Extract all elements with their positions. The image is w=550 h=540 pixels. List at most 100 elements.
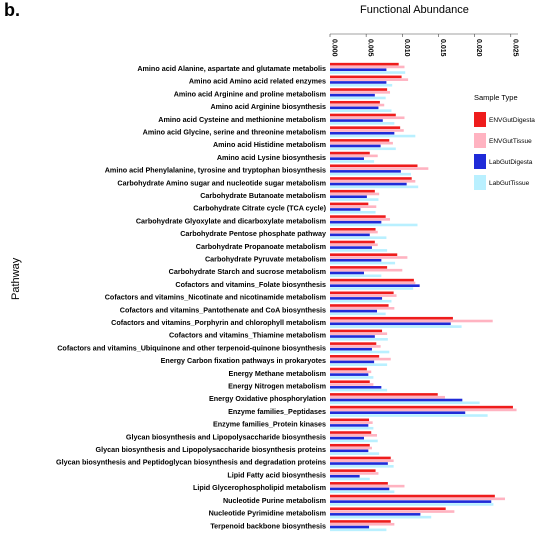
legend-swatch — [474, 175, 486, 190]
bar-LabGutDigesta-4 — [330, 119, 383, 122]
bar-ENVGutDigesta-19 — [330, 304, 389, 307]
bar-LabGutDigesta-16 — [330, 271, 364, 275]
bar-LabGutDigesta-1 — [330, 81, 387, 84]
category-label: Amino acid Glycine, serine and threonine… — [143, 127, 326, 136]
bar-ENVGutDigesta-5 — [330, 126, 401, 129]
category-label: Glycan biosynthesis and Peptidoglycan bi… — [56, 458, 326, 467]
bar-ENVGutTissue-14 — [330, 243, 378, 247]
bar-ENVGutTissue-32 — [330, 472, 379, 475]
legend-swatch — [474, 133, 486, 148]
bar-ENVGutTissue-23 — [330, 357, 391, 361]
chart-title: Functional Abundance — [360, 4, 469, 16]
bar-ENVGutDigesta-14 — [330, 240, 375, 244]
bar-LabGutTissue-6 — [330, 147, 396, 151]
bar-LabGutTissue-9 — [330, 185, 419, 189]
bar-ENVGutDigesta-12 — [330, 215, 386, 218]
bars-layer — [330, 62, 517, 532]
panel-label: b. — [4, 0, 20, 20]
bar-ENVGutTissue-0 — [330, 65, 405, 69]
bar-LabGutDigesta-13 — [330, 233, 370, 237]
category-label: Cofactors and vitamins_Thiamine metaboli… — [169, 331, 326, 340]
bar-LabGutTissue-23 — [330, 363, 388, 367]
bar-ENVGutDigesta-3 — [330, 100, 380, 104]
category-label: Terpenoid backbone biosynthesis — [210, 521, 326, 530]
category-label: Carbohydrate Glyoxylate and dicarboxylat… — [136, 216, 326, 225]
bar-LabGutTissue-0 — [330, 71, 406, 74]
bar-LabGutDigesta-34 — [330, 500, 492, 503]
legend-swatch — [474, 154, 486, 169]
bar-LabGutTissue-29 — [330, 439, 378, 443]
x-tick-label: 0.025 — [511, 39, 518, 57]
bar-ENVGutTissue-22 — [330, 345, 381, 348]
x-tick-label: 0.005 — [367, 39, 374, 57]
bar-LabGutTissue-21 — [330, 338, 388, 341]
bar-ENVGutDigesta-8 — [330, 164, 418, 168]
bar-LabGutTissue-11 — [330, 210, 376, 214]
bar-LabGutTissue-7 — [330, 160, 375, 163]
bar-LabGutDigesta-2 — [330, 93, 375, 97]
category-label: Carbohydrate Amino sugar and nucleotide … — [117, 178, 326, 187]
bar-LabGutTissue-17 — [330, 287, 414, 290]
bar-ENVGutTissue-13 — [330, 230, 378, 234]
bar-LabGutDigesta-28 — [330, 424, 369, 427]
bar-ENVGutDigesta-28 — [330, 418, 370, 422]
bar-LabGutDigesta-25 — [330, 386, 382, 389]
bar-LabGutDigesta-17 — [330, 284, 420, 287]
legend-label: LabGutDigesta — [489, 159, 533, 166]
bar-ENVGutDigesta-36 — [330, 520, 391, 523]
bar-ENVGutDigesta-20 — [330, 316, 453, 320]
bar-ENVGutTissue-11 — [330, 205, 377, 208]
bar-LabGutDigesta-0 — [330, 68, 387, 72]
category-label: Amino acid Amino acid related enzymes — [189, 77, 326, 86]
bar-LabGutTissue-15 — [330, 261, 396, 265]
category-label: Amino acid Cysteine and methionine metab… — [158, 115, 326, 124]
category-label: Cofactors and vitamins_Ubiquinone and ot… — [57, 343, 326, 352]
bar-LabGutTissue-33 — [330, 490, 395, 494]
bar-LabGutTissue-12 — [330, 223, 418, 227]
legend-label: LabGutTissue — [489, 180, 530, 187]
x-tick-label: 0.020 — [475, 39, 482, 57]
bar-ENVGutDigesta-10 — [330, 189, 375, 193]
bar-LabGutDigesta-12 — [330, 220, 382, 224]
legend-swatch — [474, 112, 486, 127]
bar-LabGutDigesta-35 — [330, 513, 421, 516]
bar-ENVGutTissue-34 — [330, 497, 505, 501]
bar-ENVGutTissue-8 — [330, 167, 429, 170]
bar-ENVGutTissue-15 — [330, 256, 408, 259]
bar-ENVGutTissue-12 — [330, 218, 391, 221]
legend: Sample Type ENVGutDigesta ENVGutTissue LabG… — [474, 93, 535, 190]
bar-ENVGutTissue-9 — [330, 179, 416, 183]
bar-ENVGutTissue-4 — [330, 116, 405, 120]
bar-LabGutTissue-5 — [330, 134, 416, 138]
bar-ENVGutDigesta-29 — [330, 431, 372, 434]
bar-ENVGutDigesta-23 — [330, 355, 380, 358]
bar-LabGutDigesta-21 — [330, 335, 375, 338]
category-label: Cofactors and vitamins_Folate biosynthes… — [175, 280, 326, 289]
bar-LabGutTissue-14 — [330, 249, 388, 252]
bar-LabGutDigesta-30 — [330, 449, 369, 453]
x-tick-label: 0.000 — [331, 39, 338, 57]
bar-LabGutDigesta-20 — [330, 322, 451, 326]
category-label: Enzyme families_Peptidases — [228, 407, 326, 416]
bar-ENVGutDigesta-22 — [330, 342, 377, 345]
x-tick-label: 0.015 — [439, 39, 446, 57]
bar-ENVGutDigesta-1 — [330, 75, 402, 79]
bar-ENVGutDigesta-26 — [330, 393, 438, 396]
bar-ENVGutTissue-10 — [330, 192, 380, 196]
bar-ENVGutDigesta-27 — [330, 405, 513, 409]
bar-LabGutTissue-31 — [330, 465, 394, 468]
bar-ENVGutTissue-6 — [330, 141, 393, 145]
bar-ENVGutDigesta-24 — [330, 367, 367, 371]
bar-LabGutDigesta-29 — [330, 436, 364, 440]
bar-ENVGutDigesta-2 — [330, 88, 388, 91]
bar-LabGutDigesta-8 — [330, 170, 401, 173]
bar-ENVGutDigesta-30 — [330, 443, 370, 447]
category-label: Cofactors and vitamins_Pantothenate and … — [120, 305, 326, 314]
category-label: Amino acid Arginine biosynthesis — [210, 102, 326, 111]
bar-LabGutTissue-20 — [330, 325, 462, 328]
bar-LabGutDigesta-5 — [330, 131, 395, 135]
bar-ENVGutDigesta-25 — [330, 380, 370, 384]
bar-ENVGutTissue-24 — [330, 370, 372, 374]
bar-LabGutDigesta-31 — [330, 462, 388, 465]
